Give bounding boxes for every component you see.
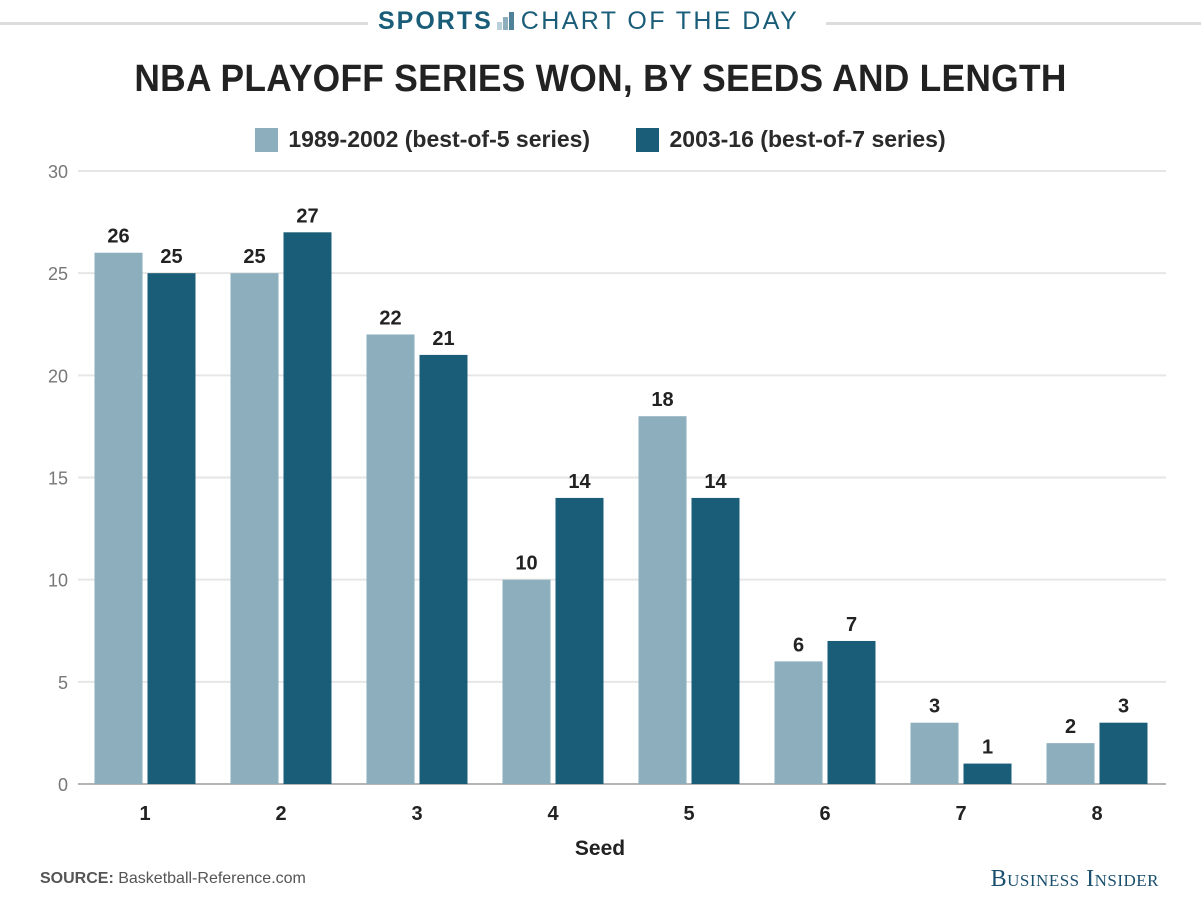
data-label-seed-2-series1: 25 [243,246,265,268]
x-tick-label: 3 [411,803,422,825]
bar-seed-3-series1 [366,334,415,784]
x-tick-label: 2 [275,803,286,825]
bar-seed-1-series2 [147,273,196,784]
header-divider-right [826,22,1201,25]
data-label-seed-5-series2: 14 [704,471,727,493]
x-tick-label: 1 [139,803,150,825]
bar-seed-2-series2 [283,232,332,785]
y-tick-label: 10 [48,571,68,591]
data-label-seed-7-series2: 1 [982,737,993,759]
bar-seed-4-series1 [502,579,551,784]
bar-chart-icon [496,12,517,30]
data-label-seed-3-series2: 21 [432,328,454,350]
x-tick-label: 8 [1091,803,1102,825]
bar-seed-5-series1 [638,416,687,784]
source-note: SOURCE: Basketball-Reference.com [40,870,306,888]
legend-swatch-series2 [636,127,660,152]
chart-of-the-day-header: SPORTS CHART OF THE DAY [0,4,1201,36]
data-labels: 26 25 25 27 22 21 10 14 18 14 6 7 3 1 2 3 [107,205,1129,758]
header-text: SPORTS CHART OF THE DAY [378,6,799,36]
x-tick-label: 6 [819,803,830,825]
y-tick-label: 0 [58,775,68,795]
bars [94,232,1148,785]
bar-seed-4-series2 [555,497,604,784]
legend-label-series2: 2003-16 (best-of-7 series) [669,126,946,152]
header-section: SPORTS [378,7,493,35]
legend-item-series1: 1989-2002 (best-of-5 series) [255,126,590,153]
chart-title: NBA PLAYOFF SERIES WON, BY SEEDS AND LEN… [134,58,1067,100]
y-tick-label: 30 [48,162,68,182]
legend-swatch-series1 [255,127,279,152]
bar-seed-7-series2 [963,763,1012,784]
bar-seed-8-series2 [1099,722,1148,784]
x-axis-ticks: 1 2 3 4 5 6 7 8 [139,803,1102,825]
header-subtitle: CHART OF THE DAY [520,7,800,35]
y-tick-label: 5 [58,673,68,693]
data-label-seed-1-series1: 26 [107,226,129,248]
data-label-seed-8-series1: 2 [1065,716,1076,738]
bar-seed-1-series1 [94,252,143,784]
data-label-seed-8-series2: 3 [1118,696,1129,718]
y-tick-label: 25 [48,264,68,284]
data-label-seed-5-series1: 18 [651,389,673,411]
header-divider-left [0,22,368,25]
x-tick-label: 5 [683,803,694,825]
x-axis-label: Seed [575,837,625,860]
source-value: Basketball-Reference.com [118,870,306,887]
x-tick-label: 4 [547,803,559,825]
brand-logo: Business Insider [990,866,1159,892]
data-label-seed-6-series2: 7 [846,614,857,636]
bar-seed-6-series2 [827,640,876,784]
bar-seed-2-series1 [230,273,279,784]
data-label-seed-1-series2: 25 [160,246,182,268]
legend: 1989-2002 (best-of-5 series) 2003-16 (be… [0,126,1201,158]
legend-item-series2: 2003-16 (best-of-7 series) [636,126,946,153]
data-label-seed-3-series1: 22 [379,307,401,329]
bar-seed-3-series2 [419,354,468,784]
data-label-seed-2-series2: 27 [296,205,318,227]
legend-label-series1: 1989-2002 (best-of-5 series) [288,126,591,152]
data-label-seed-6-series1: 6 [793,634,804,656]
bar-seed-8-series1 [1046,743,1095,784]
y-axis-ticks: 0 5 10 15 20 25 30 [48,162,68,795]
y-tick-label: 15 [48,469,68,489]
data-label-seed-4-series1: 10 [515,553,537,575]
data-label-seed-4-series2: 14 [568,471,591,493]
y-tick-label: 20 [48,366,68,386]
source-label: SOURCE: [40,870,114,887]
bar-seed-6-series1 [774,661,823,784]
data-label-seed-7-series1: 3 [929,696,940,718]
x-tick-label: 7 [955,803,966,825]
bar-seed-5-series2 [691,497,740,784]
bar-seed-7-series1 [910,722,959,784]
